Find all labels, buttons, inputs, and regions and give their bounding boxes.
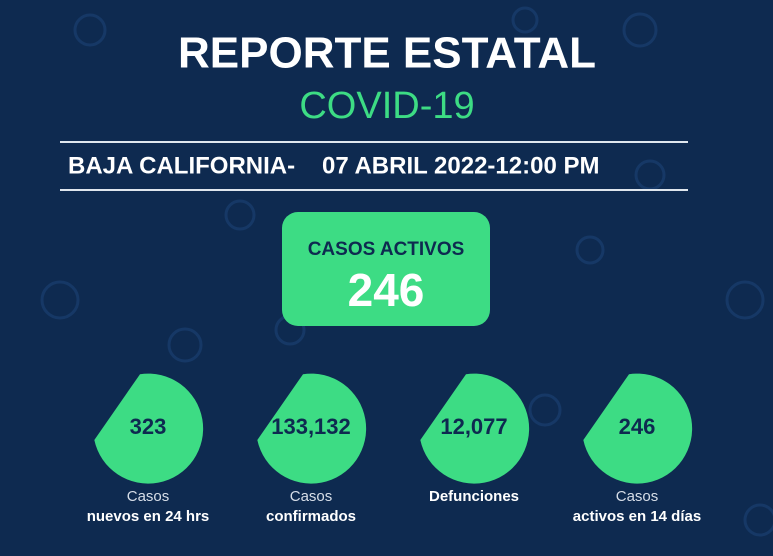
- stats: 323 Casos nuevos en 24 hrs 133,132 Casos conf…: [87, 373, 701, 525]
- virus-decoration: [40, 6, 773, 537]
- stat-blob: [420, 373, 530, 484]
- subtitle: COVID-19: [299, 85, 474, 127]
- stat-value: 323: [130, 414, 167, 439]
- active-cases-box: [282, 212, 490, 326]
- active-cases-value: 246: [348, 264, 425, 316]
- stat-blob: [257, 373, 367, 484]
- stat-blob: [583, 373, 693, 484]
- stat-label: nuevos en 24 hrs: [87, 508, 210, 525]
- stat-value: 246: [619, 414, 656, 439]
- stat-label: Casos: [290, 488, 333, 505]
- report-date: 07 ABRIL 2022-12:00 PM: [322, 152, 599, 179]
- active-cases-label: CASOS ACTIVOS: [308, 239, 465, 260]
- stat-label: Casos: [616, 488, 659, 505]
- stat-value: 12,077: [440, 414, 507, 439]
- stat-label: Casos: [127, 488, 170, 505]
- stat-label: Defunciones: [429, 488, 519, 505]
- stat-blob: [94, 373, 204, 484]
- title: REPORTE ESTATAL: [178, 29, 596, 78]
- stat-label: confirmados: [266, 508, 356, 525]
- stat-value: 133,132: [271, 414, 351, 439]
- stat-label: activos en 14 días: [573, 508, 701, 525]
- location: BAJA CALIFORNIA-: [68, 152, 295, 179]
